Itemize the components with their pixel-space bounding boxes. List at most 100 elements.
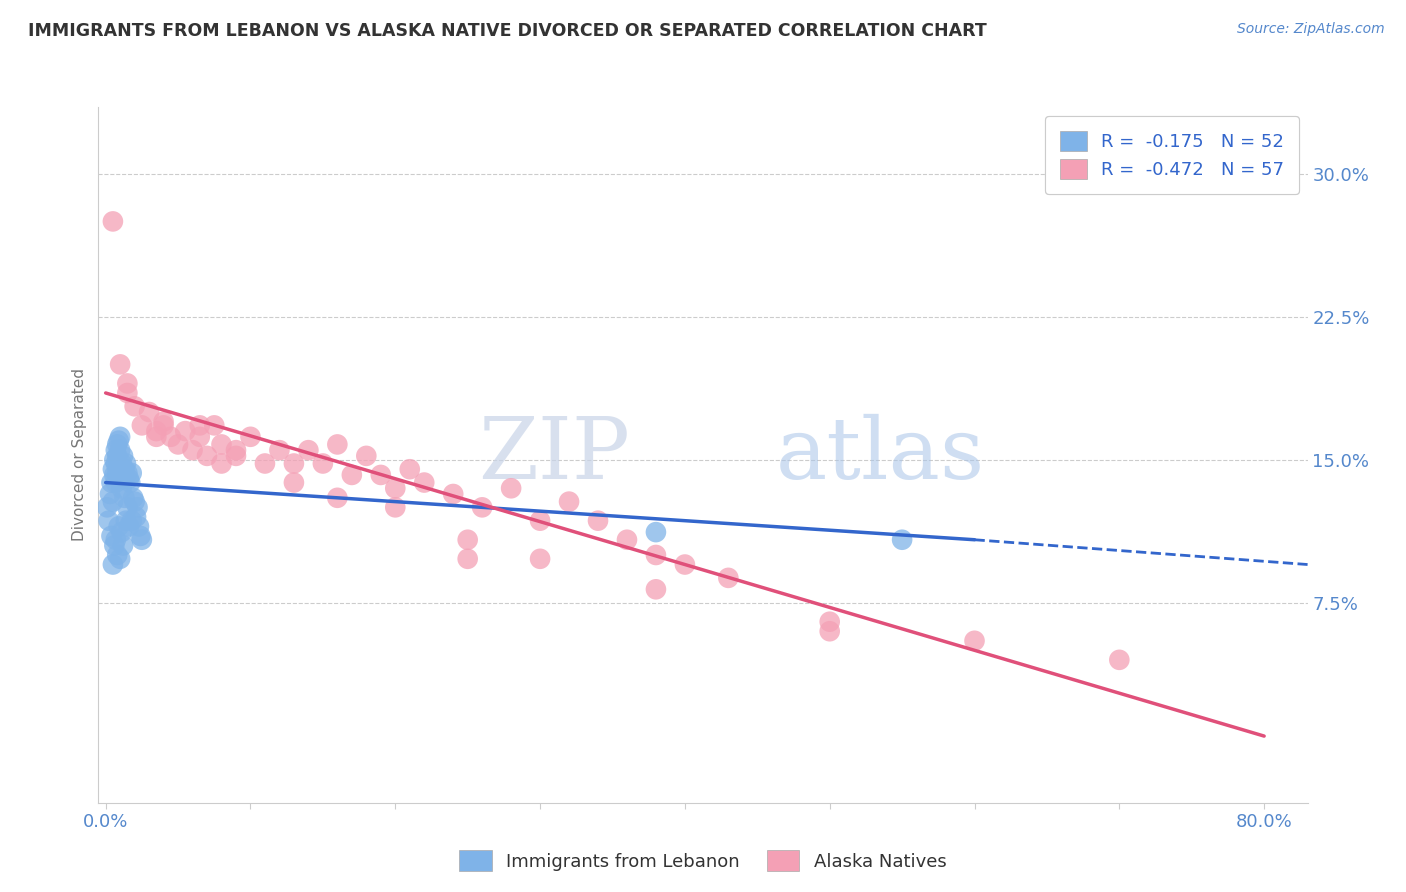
Point (118, 519, 141, 533)
Text: atlas: atlas (776, 413, 984, 497)
Point (104, 443, 127, 458)
Point (963, 633, 986, 648)
Point (211, 457, 233, 471)
Point (104, 457, 127, 471)
Point (107, 434, 129, 448)
Point (101, 494, 124, 508)
Point (101, 214, 124, 228)
Point (253, 457, 276, 471)
Point (104, 475, 127, 490)
Point (384, 481, 406, 495)
Point (152, 415, 174, 429)
Point (96, 500, 118, 515)
Point (645, 582, 668, 597)
Point (105, 548, 128, 562)
Point (114, 491, 136, 505)
Point (370, 467, 392, 482)
Point (112, 539, 135, 553)
Point (97, 514, 120, 528)
Point (818, 615, 841, 629)
Point (188, 418, 211, 433)
Point (117, 376, 139, 391)
Point (202, 418, 225, 433)
Point (112, 472, 135, 486)
Point (398, 462, 420, 476)
Point (103, 467, 125, 482)
Point (457, 551, 479, 566)
Point (103, 539, 125, 553)
Point (145, 424, 167, 438)
Text: Source: ZipAtlas.com: Source: ZipAtlas.com (1237, 22, 1385, 37)
Point (269, 443, 291, 458)
Point (120, 475, 142, 490)
Point (105, 449, 128, 463)
Point (225, 443, 247, 458)
Point (384, 500, 406, 515)
Text: ZIP: ZIP (478, 413, 630, 497)
Point (586, 514, 609, 528)
Point (125, 509, 148, 524)
Point (100, 529, 122, 543)
Point (108, 551, 131, 566)
Point (118, 472, 141, 486)
Point (124, 494, 146, 508)
Point (117, 386, 139, 401)
Point (138, 405, 160, 419)
Point (121, 514, 143, 528)
Point (645, 525, 668, 540)
Point (717, 571, 740, 585)
Point (110, 481, 132, 495)
Point (501, 481, 523, 495)
Point (152, 418, 174, 433)
Point (115, 514, 138, 528)
Legend: Immigrants from Lebanon, Alaska Natives: Immigrants from Lebanon, Alaska Natives (453, 843, 953, 879)
Point (413, 475, 436, 490)
Point (211, 437, 233, 451)
Point (108, 430, 131, 444)
Point (107, 519, 129, 533)
Point (326, 491, 349, 505)
Point (340, 467, 363, 482)
Point (124, 400, 146, 414)
Point (110, 525, 132, 540)
Point (107, 458, 129, 473)
Point (112, 449, 135, 463)
Point (127, 500, 149, 515)
Point (1108, 653, 1130, 667)
Point (121, 466, 143, 480)
Point (356, 449, 378, 463)
Point (117, 500, 139, 515)
Point (471, 500, 494, 515)
Point (131, 418, 153, 433)
Point (117, 466, 139, 480)
Point (174, 424, 197, 438)
Point (104, 533, 127, 547)
Legend: R =  -0.175   N = 52, R =  -0.472   N = 57: R = -0.175 N = 52, R = -0.472 N = 57 (1045, 116, 1299, 194)
Point (101, 558, 124, 572)
Point (645, 548, 668, 562)
Point (558, 494, 581, 508)
Point (441, 487, 464, 501)
Point (225, 449, 247, 463)
Point (239, 430, 262, 444)
Point (108, 472, 131, 486)
Point (145, 430, 167, 444)
Point (167, 437, 190, 451)
Point (103, 452, 125, 467)
Point (457, 533, 479, 547)
Point (326, 437, 349, 451)
Point (101, 462, 124, 476)
Point (108, 443, 131, 458)
Point (128, 519, 150, 533)
Point (312, 457, 335, 471)
Point (129, 529, 152, 543)
Point (115, 457, 138, 471)
Y-axis label: Divorced or Separated: Divorced or Separated (72, 368, 87, 541)
Point (283, 475, 305, 490)
Point (188, 430, 211, 444)
Point (195, 449, 218, 463)
Point (673, 558, 696, 572)
Point (100, 475, 122, 490)
Point (108, 357, 131, 371)
Point (110, 457, 132, 471)
